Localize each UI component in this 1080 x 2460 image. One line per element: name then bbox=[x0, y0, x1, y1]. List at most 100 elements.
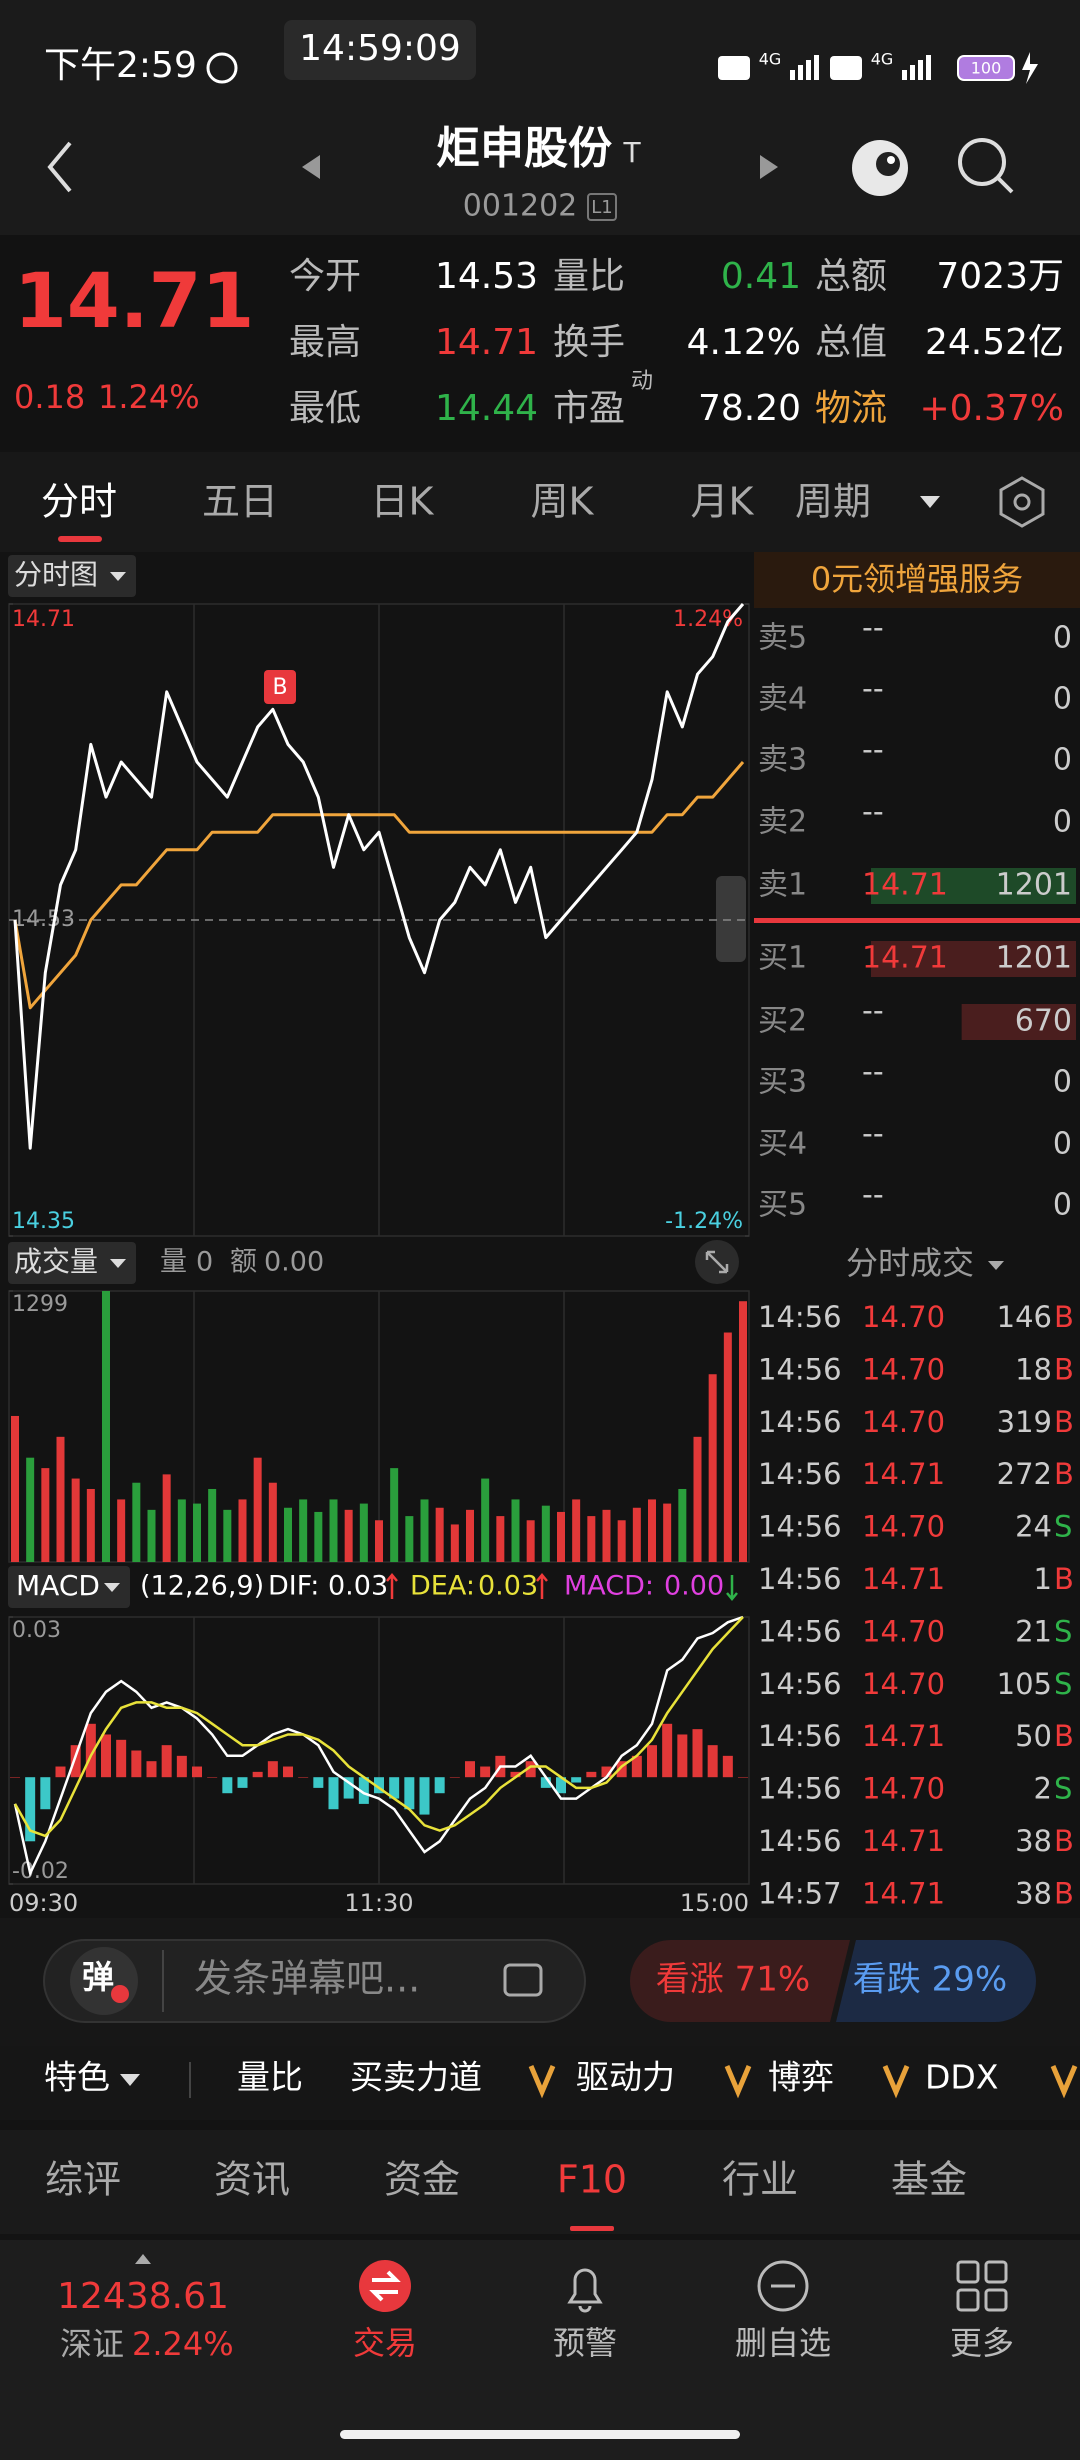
macd-bar bbox=[404, 1777, 415, 1810]
battery-icon bbox=[957, 55, 1015, 81]
feature-tab[interactable]: DDX bbox=[925, 2058, 998, 2097]
macd-bar bbox=[722, 1755, 733, 1778]
section-tab[interactable]: 基金 bbox=[891, 2158, 967, 2202]
tab[interactable]: 日K bbox=[371, 480, 435, 524]
trade-icon[interactable] bbox=[359, 2260, 411, 2312]
trade-volume: 319 bbox=[997, 1405, 1052, 1439]
tabs-bg bbox=[0, 452, 1080, 552]
volume-bar bbox=[253, 1457, 262, 1562]
trade-volume: 38 bbox=[1015, 1824, 1052, 1858]
order-level: 卖5 bbox=[758, 621, 807, 656]
prev-button[interactable] bbox=[302, 155, 320, 179]
order-level: 卖4 bbox=[758, 682, 807, 717]
volume-value: 0 bbox=[196, 1247, 213, 1278]
tab[interactable]: 周K bbox=[531, 480, 595, 524]
macd-bar bbox=[525, 1761, 536, 1778]
alert-icon[interactable] bbox=[567, 2268, 603, 2313]
trend-arrow bbox=[536, 1573, 548, 1599]
feature-tab[interactable]: 博弈 bbox=[768, 2058, 834, 2097]
nav-item[interactable]: 预警 bbox=[553, 2324, 617, 2362]
macd-bar bbox=[237, 1777, 248, 1788]
order-price: -- bbox=[862, 611, 884, 646]
order-price: -- bbox=[862, 994, 884, 1029]
feature-tab[interactable]: 特色 bbox=[44, 2058, 110, 2097]
order-level: 卖1 bbox=[758, 868, 807, 903]
promo[interactable]: 0元领增强服务 bbox=[811, 560, 1023, 598]
nav-item[interactable]: 更多 bbox=[950, 2324, 1014, 2362]
bear-button[interactable] bbox=[836, 1940, 1036, 2022]
volume-bar bbox=[208, 1488, 217, 1562]
trade-side: B bbox=[1054, 1562, 1074, 1596]
hd-icon bbox=[830, 56, 862, 80]
trade-time: 14:56 bbox=[758, 1300, 842, 1334]
bull-button[interactable] bbox=[630, 1940, 850, 2022]
macd-bar bbox=[389, 1777, 400, 1799]
comment-placeholder: 发条弹幕吧... bbox=[194, 1957, 420, 2001]
section-tab[interactable]: 资金 bbox=[384, 2158, 460, 2202]
trade-side: B bbox=[1054, 1457, 1074, 1491]
settings-button[interactable] bbox=[999, 476, 1045, 528]
tab[interactable]: 月K bbox=[691, 480, 755, 524]
next-button[interactable] bbox=[760, 155, 778, 179]
feature-tab[interactable]: 驱动力 bbox=[576, 2058, 675, 2097]
trade-volume: 18 bbox=[1015, 1352, 1052, 1386]
chart-title[interactable]: MACD bbox=[16, 1569, 100, 1602]
volume-bar bbox=[117, 1499, 126, 1562]
trade-side: S bbox=[1054, 1667, 1072, 1701]
section-tab[interactable]: 行业 bbox=[722, 2158, 798, 2202]
section-tab[interactable]: 资讯 bbox=[214, 2158, 290, 2202]
macd-bar bbox=[449, 1777, 460, 1778]
feature-tab[interactable]: 量比 bbox=[237, 2058, 303, 2097]
bear-vote[interactable]: 看跌 29% bbox=[853, 1960, 1007, 2000]
tab[interactable]: 周期 bbox=[795, 480, 871, 524]
mascot-button[interactable] bbox=[852, 140, 908, 196]
trade-side: B bbox=[1054, 1352, 1074, 1386]
collapse-handle[interactable] bbox=[716, 876, 746, 962]
tab[interactable]: 五日 bbox=[202, 480, 278, 524]
comment-input[interactable] bbox=[43, 1939, 586, 2023]
status-time: 下午2:59 bbox=[44, 45, 197, 86]
order-volume: 1201 bbox=[996, 941, 1072, 976]
trades-title[interactable]: 分时成交 bbox=[846, 1244, 974, 1282]
volume-bar bbox=[314, 1511, 323, 1562]
chart-title[interactable]: 分时图 bbox=[14, 558, 98, 591]
macd-bar bbox=[374, 1777, 384, 1794]
level-box bbox=[587, 193, 617, 221]
trade-icon-arrows bbox=[369, 2270, 401, 2302]
order-volume-bar bbox=[871, 941, 1076, 977]
trade-volume: 146 bbox=[997, 1300, 1052, 1334]
y2-tick-label: -1.24% bbox=[665, 1209, 743, 1234]
remove-icon[interactable] bbox=[757, 2260, 809, 2312]
macd-bar bbox=[25, 1777, 36, 1842]
macd-bar bbox=[176, 1755, 187, 1778]
order-volume: 1201 bbox=[996, 868, 1072, 903]
y2-tick-label: 1.24% bbox=[673, 607, 743, 632]
macd-bar bbox=[465, 1761, 475, 1778]
nav-item[interactable]: 删自选 bbox=[735, 2324, 831, 2362]
volume-bar bbox=[223, 1509, 232, 1562]
back-button[interactable] bbox=[47, 141, 72, 193]
network: 4G bbox=[759, 50, 782, 69]
feature-tab[interactable]: 买卖力道 bbox=[350, 2058, 482, 2097]
trade-time: 14:56 bbox=[758, 1719, 842, 1753]
macd-bar bbox=[161, 1745, 172, 1778]
volume-bar bbox=[299, 1499, 308, 1562]
chart-title[interactable]: 成交量 bbox=[14, 1245, 98, 1278]
trade-time: 14:56 bbox=[758, 1614, 842, 1648]
more-icon[interactable] bbox=[956, 2260, 1008, 2312]
signal-icon bbox=[790, 55, 819, 80]
section-tab[interactable]: 综评 bbox=[45, 2158, 121, 2202]
macd-bar bbox=[55, 1766, 66, 1778]
quote-label: 量比 bbox=[553, 256, 625, 297]
x-tick-label: 09:30 bbox=[9, 1889, 78, 1917]
section-tab[interactable]: F10 bbox=[557, 2158, 627, 2202]
nav-item[interactable]: 交易 bbox=[353, 2324, 417, 2362]
bull-vote[interactable]: 看涨 71% bbox=[656, 1960, 810, 2000]
x-tick-label: 15:00 bbox=[680, 1889, 749, 1917]
order-volume: 0 bbox=[1053, 621, 1072, 656]
tab[interactable]: 分时 bbox=[41, 480, 117, 524]
macd-bar bbox=[419, 1777, 430, 1815]
search-button[interactable] bbox=[958, 138, 1014, 194]
order-volume-bar bbox=[961, 1004, 1076, 1040]
y-tick-label: 14.71 bbox=[12, 607, 75, 632]
